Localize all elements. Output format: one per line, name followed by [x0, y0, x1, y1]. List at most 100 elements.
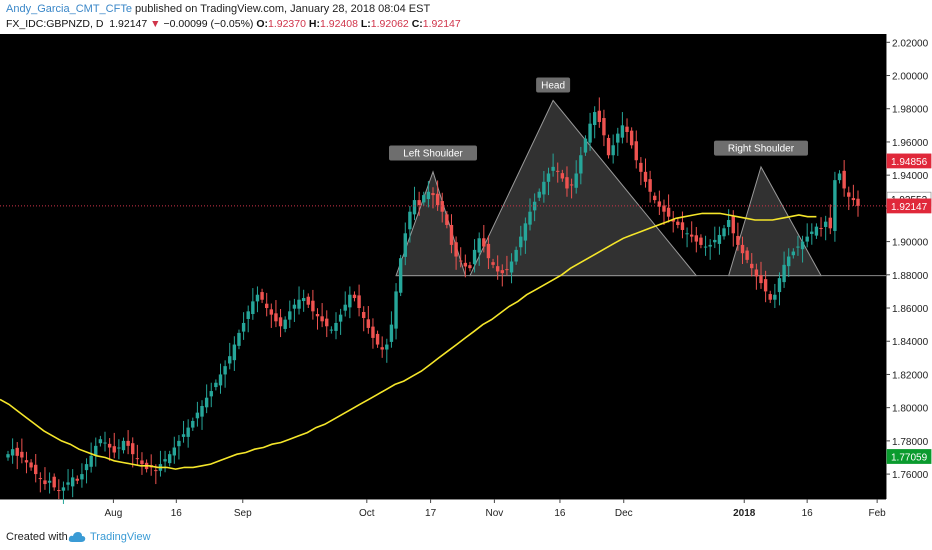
pattern-label: Right Shoulder: [713, 140, 808, 156]
candle-body: [38, 478, 43, 480]
candle-body: [52, 476, 56, 488]
price-badge-label: 1.77059: [891, 453, 928, 464]
candle-body: [121, 440, 126, 451]
candle-body: [47, 480, 52, 483]
last-price: 1.92147: [109, 18, 148, 30]
candle-body: [551, 166, 555, 171]
candle-body: [810, 231, 814, 234]
candle-body: [325, 318, 329, 327]
candle-body: [680, 222, 685, 230]
candle-body: [232, 344, 237, 361]
candle-body: [403, 233, 407, 257]
candle-body: [84, 464, 89, 471]
candle-body: [251, 301, 255, 314]
candle-body: [371, 326, 375, 338]
candle-body: [237, 332, 241, 346]
candle-body: [666, 207, 671, 217]
y-tick-label: 2.02000: [892, 38, 929, 49]
candle-body: [140, 460, 144, 465]
candle-body: [482, 238, 486, 247]
candle-body: [606, 137, 611, 156]
candle-body: [699, 237, 703, 245]
candle-body: [24, 460, 29, 463]
candle-body: [154, 470, 158, 472]
candle-body: [828, 217, 832, 229]
candle-body: [126, 440, 130, 446]
y-tick-label: 2.00000: [892, 72, 929, 83]
x-tick-label: Dec: [615, 508, 633, 519]
candle-body: [15, 447, 19, 456]
candle-body: [422, 195, 426, 203]
candle-body: [500, 270, 504, 274]
candle-body: [616, 133, 620, 143]
candle-body: [837, 173, 842, 181]
candle-body: [856, 198, 860, 206]
x-tick-label: Feb: [869, 508, 887, 519]
candle-body: [131, 443, 135, 455]
x-tick-label: 2018: [733, 508, 756, 519]
high-value: 1.92408: [319, 18, 358, 30]
candle-body: [648, 179, 652, 192]
tradingview-cloud-icon[interactable]: [68, 530, 86, 544]
y-tick-label: 1.88000: [892, 271, 929, 282]
price-chart[interactable]: 1.76000 1.78000 1.80000 1.82000 1.84000 1.860…: [0, 34, 932, 525]
chart-header: Andy_Garcia_CMT_CFTe published on Tradin…: [0, 0, 932, 34]
high-label: H:: [308, 18, 320, 30]
candle-body: [283, 319, 287, 329]
x-tick-label: Oct: [359, 508, 375, 519]
candle-body: [103, 442, 107, 444]
publish-info: published on TradingView.com, January 28…: [135, 3, 431, 15]
candle-body: [773, 294, 777, 300]
candle-body: [246, 311, 250, 319]
x-tick-label: Nov: [485, 508, 503, 519]
candle-body: [597, 110, 602, 123]
candle-body: [505, 269, 509, 271]
candle-body: [454, 242, 458, 257]
tradingview-brand[interactable]: TradingView: [90, 531, 151, 543]
ohlc-line: FX_IDC:GBPNZD, D 1.92147 ▼ −0.00099 (−0.…: [6, 18, 461, 30]
time-axis[interactable]: [0, 499, 932, 525]
candle-body: [98, 439, 103, 444]
candle-body: [472, 249, 477, 265]
candle-body: [814, 226, 819, 236]
x-tick-label: Sep: [234, 508, 252, 519]
candle-body: [204, 397, 209, 408]
candle-body: [20, 451, 24, 458]
candle-body: [459, 260, 463, 262]
pattern-label-box: [389, 145, 477, 161]
candle-body: [542, 181, 546, 195]
price-axis[interactable]: [886, 34, 932, 499]
candle-body: [209, 391, 213, 397]
candle-body: [315, 313, 320, 317]
candle-body: [592, 112, 597, 126]
author-link[interactable]: Andy_Garcia_CMT_CFTe: [6, 3, 132, 15]
candle-body: [389, 324, 394, 342]
candle-body: [61, 487, 66, 491]
x-tick-label: 16: [554, 508, 566, 519]
candle-body: [708, 244, 712, 247]
candle-body: [34, 464, 38, 475]
candle-body: [288, 311, 292, 320]
candle-body: [274, 313, 278, 322]
candle-body: [796, 246, 800, 248]
candle-body: [255, 294, 260, 302]
candle-body: [191, 420, 195, 428]
candle-body: [417, 200, 421, 206]
candle-body: [181, 434, 186, 437]
candle-body: [186, 427, 190, 437]
candle-body: [112, 446, 116, 453]
candle-body: [657, 201, 662, 207]
candle-body: [214, 382, 218, 388]
candle-body: [777, 278, 782, 293]
candle-body: [703, 246, 708, 248]
y-tick-label: 1.76000: [892, 470, 929, 481]
symbol-label[interactable]: FX_IDC:GBPNZD, D: [6, 18, 104, 30]
candle-body: [43, 480, 47, 485]
candle-body: [528, 211, 532, 225]
candle-body: [278, 317, 283, 327]
candle-body: [431, 193, 435, 196]
candle-body: [94, 445, 98, 456]
candle-body: [426, 191, 431, 200]
price-change: −0.00099 (−0.05%): [163, 18, 254, 30]
x-tick-label: 16: [802, 508, 814, 519]
